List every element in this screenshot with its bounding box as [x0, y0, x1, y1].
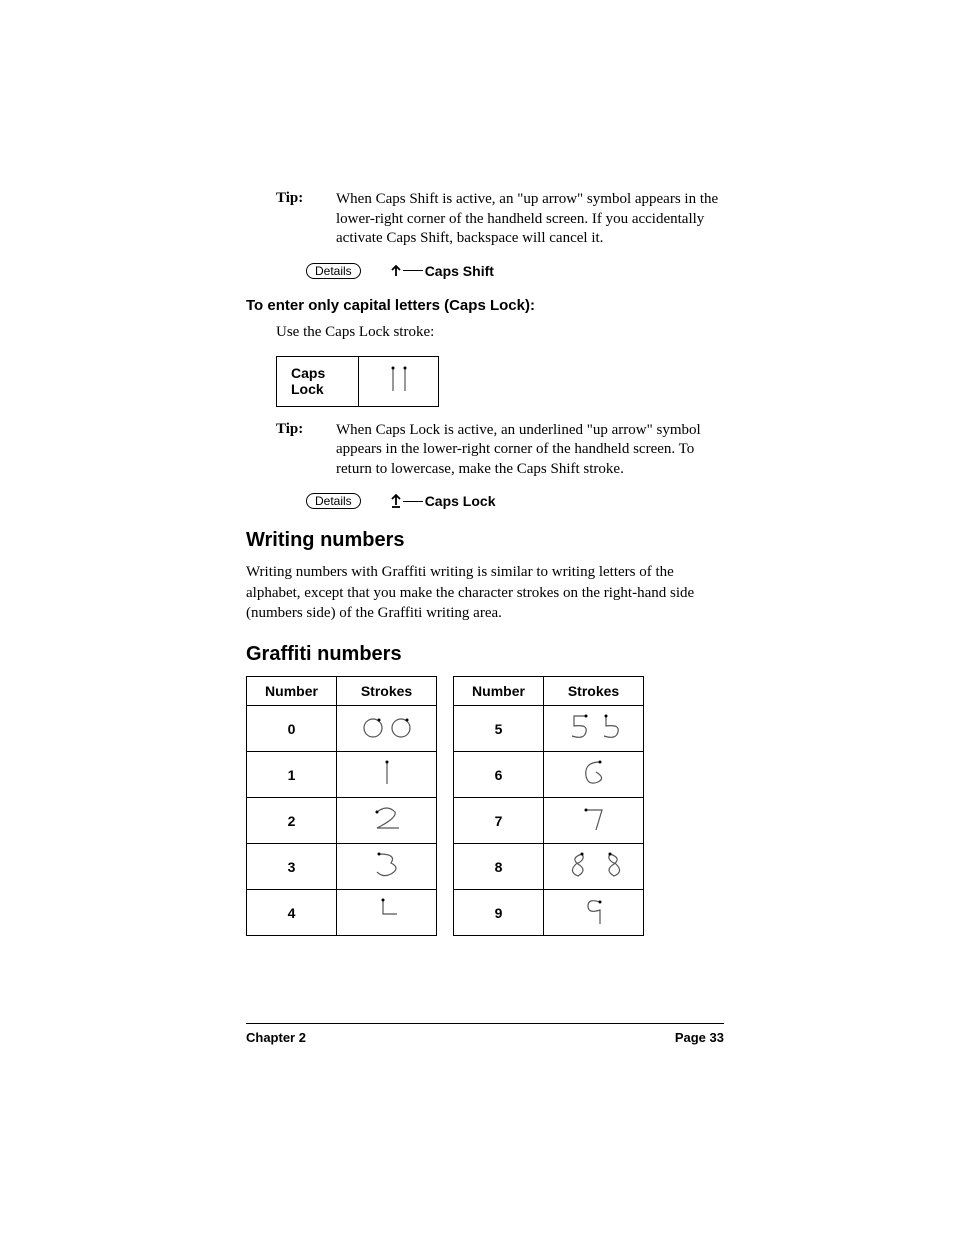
table-row: 2 [247, 798, 437, 844]
stroke-3 [337, 844, 437, 890]
table-row: 7 [454, 798, 644, 844]
strokes-header: Strokes [337, 677, 437, 706]
caps-lock-cell-label: Caps Lock [277, 356, 359, 406]
numbers-table-left: Number Strokes 0 1 2 3 4 [246, 676, 437, 936]
numbers-table-right: Number Strokes 5 6 7 8 [453, 676, 644, 936]
table-row: 5 [454, 706, 644, 752]
table-row: 9 [454, 890, 644, 936]
graffiti-number-tables: Number Strokes 0 1 2 3 4 [246, 676, 724, 936]
stroke-7 [544, 798, 644, 844]
details-button[interactable]: Details [306, 493, 361, 509]
stroke-8 [544, 844, 644, 890]
stroke-6 [544, 752, 644, 798]
number-header: Number [454, 677, 544, 706]
tip-caps-shift: Tip: When Caps Shift is active, an "up a… [276, 190, 724, 249]
page-number: Page 33 [675, 1030, 724, 1045]
caps-lock-stroke-table: Caps Lock [276, 356, 439, 407]
tip-body: When Caps Lock is active, an underlined … [336, 421, 724, 480]
table-row: 4 [247, 890, 437, 936]
stroke-4 [337, 890, 437, 936]
caps-lock-callout: Details Caps Lock [306, 493, 724, 509]
number-header: Number [247, 677, 337, 706]
up-arrow-underline-icon [389, 493, 403, 509]
graffiti-numbers-heading: Graffiti numbers [246, 643, 724, 666]
caps-lock-stroke-icon [379, 363, 419, 395]
caps-shift-label: Caps Shift [425, 263, 494, 279]
chapter-label: Chapter 2 [246, 1030, 306, 1045]
details-button[interactable]: Details [306, 263, 361, 279]
tip-body: When Caps Shift is active, an "up arrow"… [336, 190, 724, 249]
table-row: 1 [247, 752, 437, 798]
table-row: 6 [454, 752, 644, 798]
stroke-0 [337, 706, 437, 752]
tip-label: Tip: [276, 190, 336, 249]
up-arrow-icon [389, 264, 403, 278]
tip-caps-lock: Tip: When Caps Lock is active, an underl… [276, 421, 724, 480]
table-row: 3 [247, 844, 437, 890]
caps-lock-stroke-cell [359, 356, 439, 406]
writing-numbers-heading: Writing numbers [246, 529, 724, 552]
stroke-9 [544, 890, 644, 936]
stroke-1 [337, 752, 437, 798]
use-caps-lock-text: Use the Caps Lock stroke: [276, 322, 724, 342]
strokes-header: Strokes [544, 677, 644, 706]
caps-lock-label: Caps Lock [425, 493, 496, 509]
table-row: 0 [247, 706, 437, 752]
stroke-2 [337, 798, 437, 844]
caps-shift-callout: Details Caps Shift [306, 263, 724, 279]
page-footer: Chapter 2 Page 33 [246, 1023, 724, 1045]
writing-numbers-body: Writing numbers with Graffiti writing is… [246, 562, 724, 623]
tip-label: Tip: [276, 421, 336, 480]
footer-rule [246, 1023, 724, 1024]
table-row: 8 [454, 844, 644, 890]
caps-lock-subhead: To enter only capital letters (Caps Lock… [246, 297, 724, 314]
stroke-5 [544, 706, 644, 752]
